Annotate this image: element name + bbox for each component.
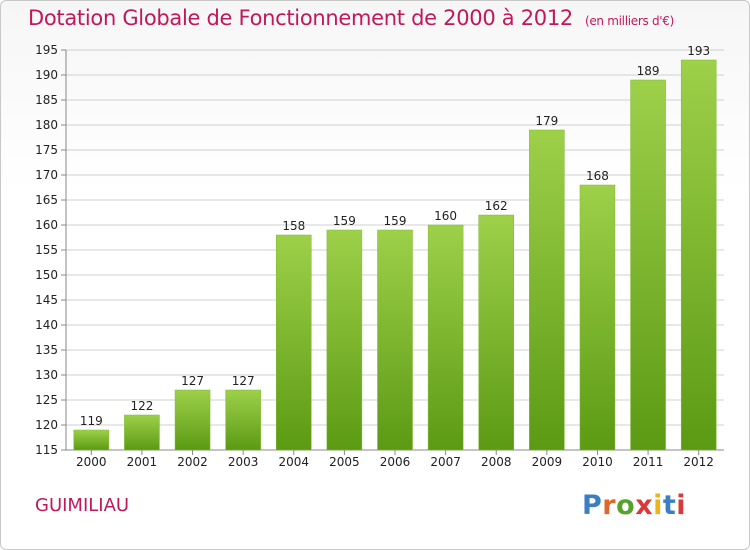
bar-2003 [225, 389, 261, 451]
x-tick-label: 2001 [127, 455, 158, 469]
bar-2006 [377, 229, 413, 451]
x-tick-label: 2000 [76, 455, 107, 469]
commune-name: GUIMILIAU [35, 495, 130, 516]
bar-2012 [680, 59, 717, 451]
data-label-2012: 193 [687, 44, 710, 58]
x-tick-label: 2009 [532, 455, 563, 469]
data-label-2000: 119 [80, 414, 103, 428]
x-tick-labels: 2000 2001 2002 2003 2004 2005 2006 2007 2008 2009… [76, 455, 714, 469]
x-tick-label: 2002 [177, 455, 208, 469]
bar-2005 [326, 229, 363, 451]
bar-2011 [630, 79, 666, 451]
y-tick-label: 170 [35, 168, 58, 182]
y-tick-label: 165 [35, 193, 58, 207]
title-unit: (en milliers d'€) [584, 14, 674, 28]
chart-title: Dotation Globale de Fonctionnement de 20… [28, 6, 674, 30]
data-label-2003: 127 [232, 374, 255, 388]
bar-2007 [427, 224, 464, 451]
y-tick-label: 130 [35, 368, 58, 382]
data-label-2009: 179 [535, 114, 558, 128]
data-label-2004: 158 [282, 219, 305, 233]
y-tick-label: 185 [35, 93, 58, 107]
y-tick-label: 155 [35, 243, 58, 257]
data-label-2006: 159 [384, 214, 407, 228]
x-tick-label: 2005 [329, 455, 360, 469]
y-tick-labels: 115 120 125 130 135 140 145 150 155 160 165 170 175 1… [35, 43, 58, 457]
bar-2009 [529, 129, 565, 451]
data-label-2011: 189 [637, 64, 660, 78]
bar-2010 [579, 184, 616, 451]
x-tick-label: 2012 [683, 455, 714, 469]
y-tick-label: 180 [35, 118, 58, 132]
y-tick-label: 115 [35, 443, 58, 457]
y-tick-label: 175 [35, 143, 58, 157]
y-tick-label: 140 [35, 318, 58, 332]
x-tick-label: 2008 [481, 455, 512, 469]
data-label-2001: 122 [130, 399, 153, 413]
data-label-2010: 168 [586, 169, 609, 183]
y-tick-label: 125 [35, 393, 58, 407]
y-tick-label: 150 [35, 268, 58, 282]
y-tick-label: 195 [35, 43, 58, 57]
data-labels: 119 122 127 127 158 159 159 160 162 179 168 189 193 [80, 44, 710, 428]
bar-2004 [276, 234, 312, 451]
bar-2000 [73, 429, 110, 451]
data-label-2007: 160 [434, 209, 457, 223]
y-tick-label: 145 [35, 293, 58, 307]
data-label-2002: 127 [181, 374, 204, 388]
x-tick-label: 2010 [582, 455, 613, 469]
x-tick-label: 2003 [228, 455, 259, 469]
data-label-2005: 159 [333, 214, 356, 228]
y-tick-label: 190 [35, 68, 58, 82]
y-tick-label: 135 [35, 343, 58, 357]
bar-2008 [478, 214, 514, 451]
bars [73, 59, 717, 451]
x-tick-label: 2011 [633, 455, 664, 469]
bar-2002 [174, 389, 211, 451]
y-tick-label: 160 [35, 218, 58, 232]
x-tick-label: 2004 [278, 455, 309, 469]
x-tick-label: 2007 [430, 455, 461, 469]
data-label-2008: 162 [485, 199, 508, 213]
proxiti-logo: Proxiti [582, 490, 687, 521]
title-text: Dotation Globale de Fonctionnement de 20… [28, 6, 573, 30]
x-tick-label: 2006 [380, 455, 411, 469]
bar-2001 [124, 414, 160, 451]
y-tick-label: 120 [35, 418, 58, 432]
